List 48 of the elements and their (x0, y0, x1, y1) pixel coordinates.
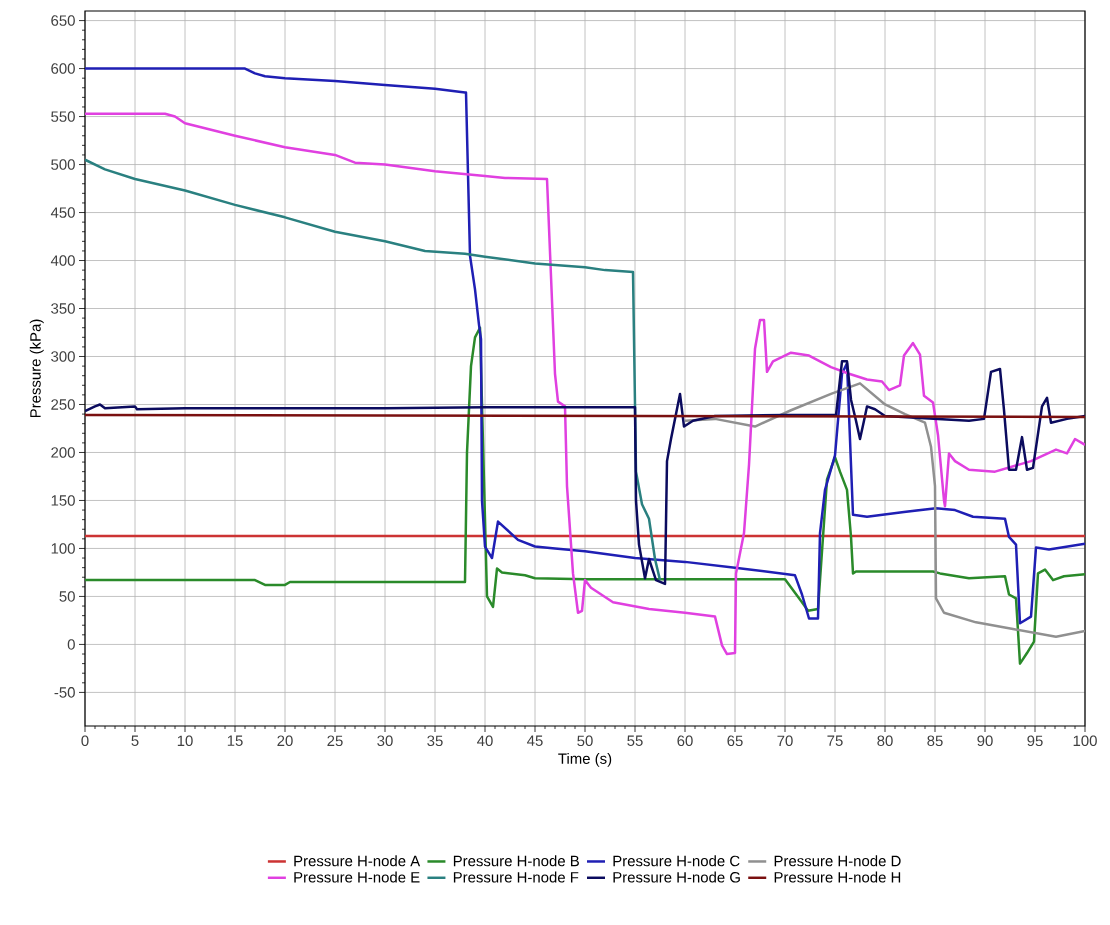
x-tick-label: 85 (927, 735, 943, 747)
y-tick-label: 550 (51, 111, 75, 122)
line-series (85, 158, 662, 582)
x-tick-label: 70 (777, 735, 793, 747)
y-tick-label: -50 (54, 687, 75, 698)
x-axis-title: Time (s) (558, 752, 612, 767)
y-tick-label: 600 (51, 63, 75, 74)
y-tick-label: 300 (51, 351, 75, 362)
legend-label: Pressure H-node F (453, 871, 579, 883)
y-tick-label: 200 (51, 447, 75, 458)
y-tick-label: 0 (67, 639, 75, 650)
y-tick-label: 500 (51, 159, 75, 170)
x-tick-label: 60 (677, 735, 693, 747)
line-series (683, 382, 1085, 638)
legend-label: Pressure H-node E (294, 871, 420, 883)
x-tick-label: 75 (827, 735, 843, 746)
y-tick-label: 100 (51, 543, 75, 554)
y-tick-label: 450 (50, 207, 75, 218)
x-tick-label: 45 (527, 735, 543, 746)
x-tick-label: 35 (427, 735, 443, 747)
x-tick-label: 40 (477, 735, 493, 747)
legend-label: Pressure H-node D (774, 855, 901, 867)
legend-label: Pressure H-node C (613, 855, 740, 867)
legend-label: Pressure H-node A (294, 855, 421, 867)
x-tick-label: 25 (327, 735, 343, 747)
legend-label: Pressure H-node H (774, 871, 901, 883)
x-tick-label: 10 (177, 735, 193, 747)
x-tick-label: 30 (377, 735, 393, 747)
x-tick-label: 100 (1073, 735, 1097, 747)
x-tick-label: 5 (131, 735, 139, 746)
x-tick-label: 80 (877, 735, 893, 747)
y-tick-label: 150 (51, 495, 75, 506)
y-tick-label: 50 (59, 591, 75, 602)
legend-label: Pressure H-node G (613, 871, 740, 883)
x-tick-label: 95 (1027, 735, 1043, 747)
x-tick-label: 15 (227, 735, 243, 746)
legend-label: Pressure H-node B (453, 855, 579, 867)
x-tick-label: 50 (577, 735, 593, 747)
x-tick-label: 55 (627, 735, 643, 746)
y-tick-label: 650 (51, 15, 75, 26)
x-tick-label: 20 (277, 735, 293, 747)
x-tick-label: 0 (81, 735, 89, 747)
y-tick-label: 400 (50, 255, 75, 266)
y-axis-title: Pressure (kPa) (29, 319, 44, 418)
x-tick-label: 90 (977, 735, 993, 747)
y-tick-label: 250 (51, 399, 75, 410)
x-tick-label: 65 (727, 735, 743, 747)
y-tick-label: 350 (51, 303, 75, 314)
